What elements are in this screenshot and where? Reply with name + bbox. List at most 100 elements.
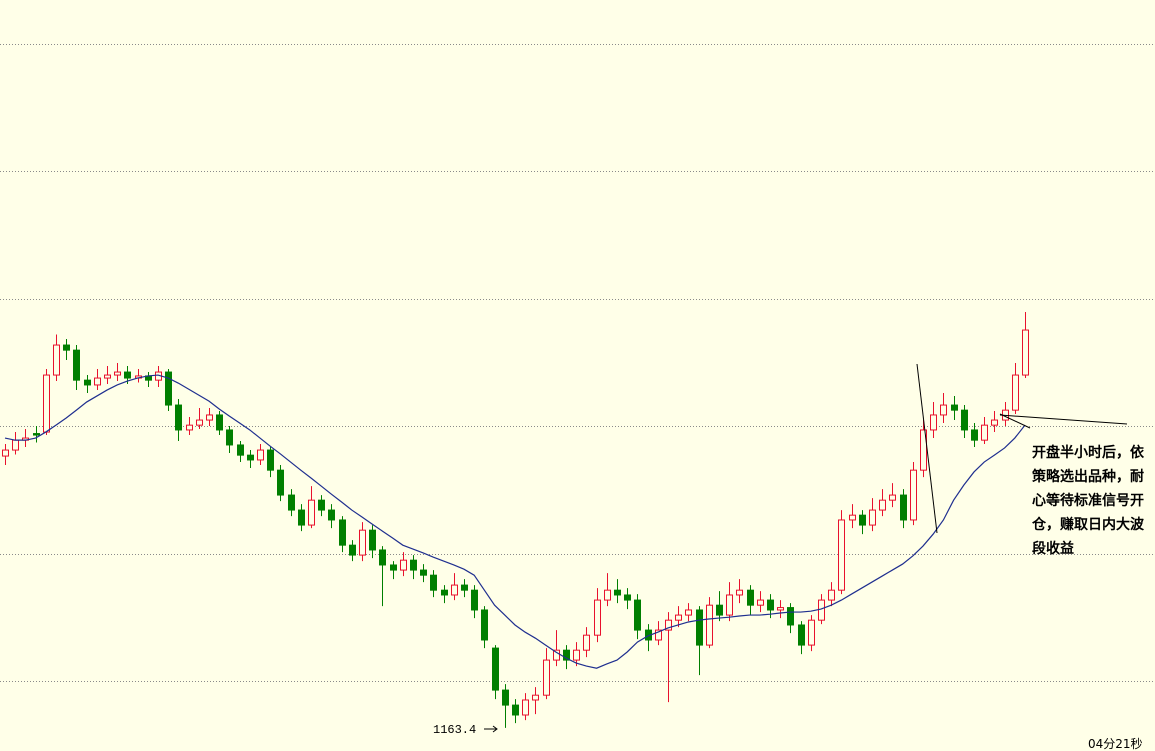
candle-body-down <box>339 519 346 546</box>
candle-body-up <box>930 414 937 431</box>
candle-body-down <box>226 429 233 446</box>
candle-body-up <box>53 344 60 376</box>
candle-body-down <box>798 624 805 646</box>
candle-body-down <box>165 371 172 406</box>
candle-body-up <box>1022 329 1029 376</box>
candle-body-down <box>277 469 284 496</box>
candle-body-up <box>359 529 366 556</box>
annotation-line: 仓，赚取日内大波 <box>1031 516 1145 533</box>
plot <box>2 312 1029 728</box>
candle-body-up <box>532 694 539 701</box>
candle-body-down <box>379 549 386 566</box>
candle-body-up <box>736 589 743 596</box>
candle-body-down <box>900 494 907 521</box>
candle-body-down <box>747 589 754 606</box>
candle-body-down <box>175 404 182 431</box>
candle-body-down <box>267 449 274 471</box>
candle-body-up <box>604 589 611 601</box>
candle-body-up <box>196 419 203 426</box>
trend-line <box>999 414 1128 425</box>
candle-body-up <box>726 594 733 616</box>
candle-body-down <box>369 529 376 551</box>
trend-line <box>999 413 1031 429</box>
candle-body-up <box>981 424 988 441</box>
candle-body-down <box>767 599 774 611</box>
candle-body-down <box>410 559 417 571</box>
moving-average <box>4 374 1026 669</box>
candle-body-down <box>124 371 131 379</box>
candle-body-up <box>910 469 917 521</box>
candle-body-up <box>43 374 50 433</box>
candle-body-down <box>624 594 631 601</box>
candle-body-down <box>318 499 325 511</box>
candle-body-up <box>879 499 886 511</box>
low-label: 1163.4 <box>433 723 476 737</box>
candle-body-down <box>634 599 641 631</box>
candle-body-down <box>247 454 254 461</box>
candle-body-up <box>675 614 682 621</box>
candle-body-up <box>594 599 601 636</box>
candle-body-up <box>665 619 672 631</box>
candle-body-down <box>461 584 468 591</box>
candle-body-down <box>614 589 621 596</box>
candle-body-up <box>2 449 9 457</box>
candle-body-up <box>920 429 927 471</box>
candle-body-down <box>481 609 488 641</box>
candle-body-down <box>328 509 335 521</box>
candle-body-up <box>777 607 784 611</box>
annotation-line: 心等待标准信号开 <box>1032 492 1144 509</box>
trend-line <box>916 363 938 534</box>
candle-body-down <box>961 409 968 431</box>
candle-body-up <box>869 509 876 526</box>
candle-body-down <box>298 509 305 526</box>
candle-body-down <box>471 589 478 611</box>
countdown: 04分21秒 <box>1088 737 1143 751</box>
candle-body-up <box>849 514 856 521</box>
candle-body-down <box>563 649 570 661</box>
candle-body-up <box>889 494 896 501</box>
candle-body-down <box>696 609 703 646</box>
candle-body-down <box>216 414 223 431</box>
candle-body-up <box>808 619 815 646</box>
candle-body-down <box>951 404 958 411</box>
candle-body-up <box>308 499 315 526</box>
candle-body-down <box>502 689 509 706</box>
candle-body-down <box>492 647 499 691</box>
candle-body-up <box>828 589 835 601</box>
candle-body-up <box>838 519 845 591</box>
candle-body-up <box>94 377 101 386</box>
candle-body-up <box>757 599 764 606</box>
candle-body-up <box>114 371 121 376</box>
candle-body-up <box>522 699 529 716</box>
candle-body-down <box>512 704 519 716</box>
candle-body-up <box>400 559 407 571</box>
candle-body-up <box>685 609 692 616</box>
candle-body-down <box>859 514 866 526</box>
candle-body-up <box>583 634 590 651</box>
candle-body-up <box>553 649 560 661</box>
candle-body-down <box>716 604 723 616</box>
candle-body-up <box>655 629 662 641</box>
candle-body-up <box>940 404 947 416</box>
candle-body-up <box>12 439 19 451</box>
candle-body-down <box>73 349 80 381</box>
annotation-line: 段收益 <box>1032 540 1074 557</box>
candle-body-up <box>206 414 213 421</box>
candle-body-down <box>430 574 437 591</box>
candle-body-up <box>706 604 713 646</box>
candle-body-down <box>349 544 356 556</box>
candle-body-up <box>543 659 550 696</box>
candle-body-up <box>991 419 998 426</box>
candle-body-down <box>787 607 794 626</box>
low-arrow-head <box>492 725 498 733</box>
candle-body-down <box>237 444 244 456</box>
candle-body-down <box>288 494 295 511</box>
candle-body-down <box>420 569 427 576</box>
candle-body-down <box>84 379 91 386</box>
candle-body-down <box>390 564 397 571</box>
annotation-line: 策略选出品种，耐 <box>1031 468 1144 485</box>
